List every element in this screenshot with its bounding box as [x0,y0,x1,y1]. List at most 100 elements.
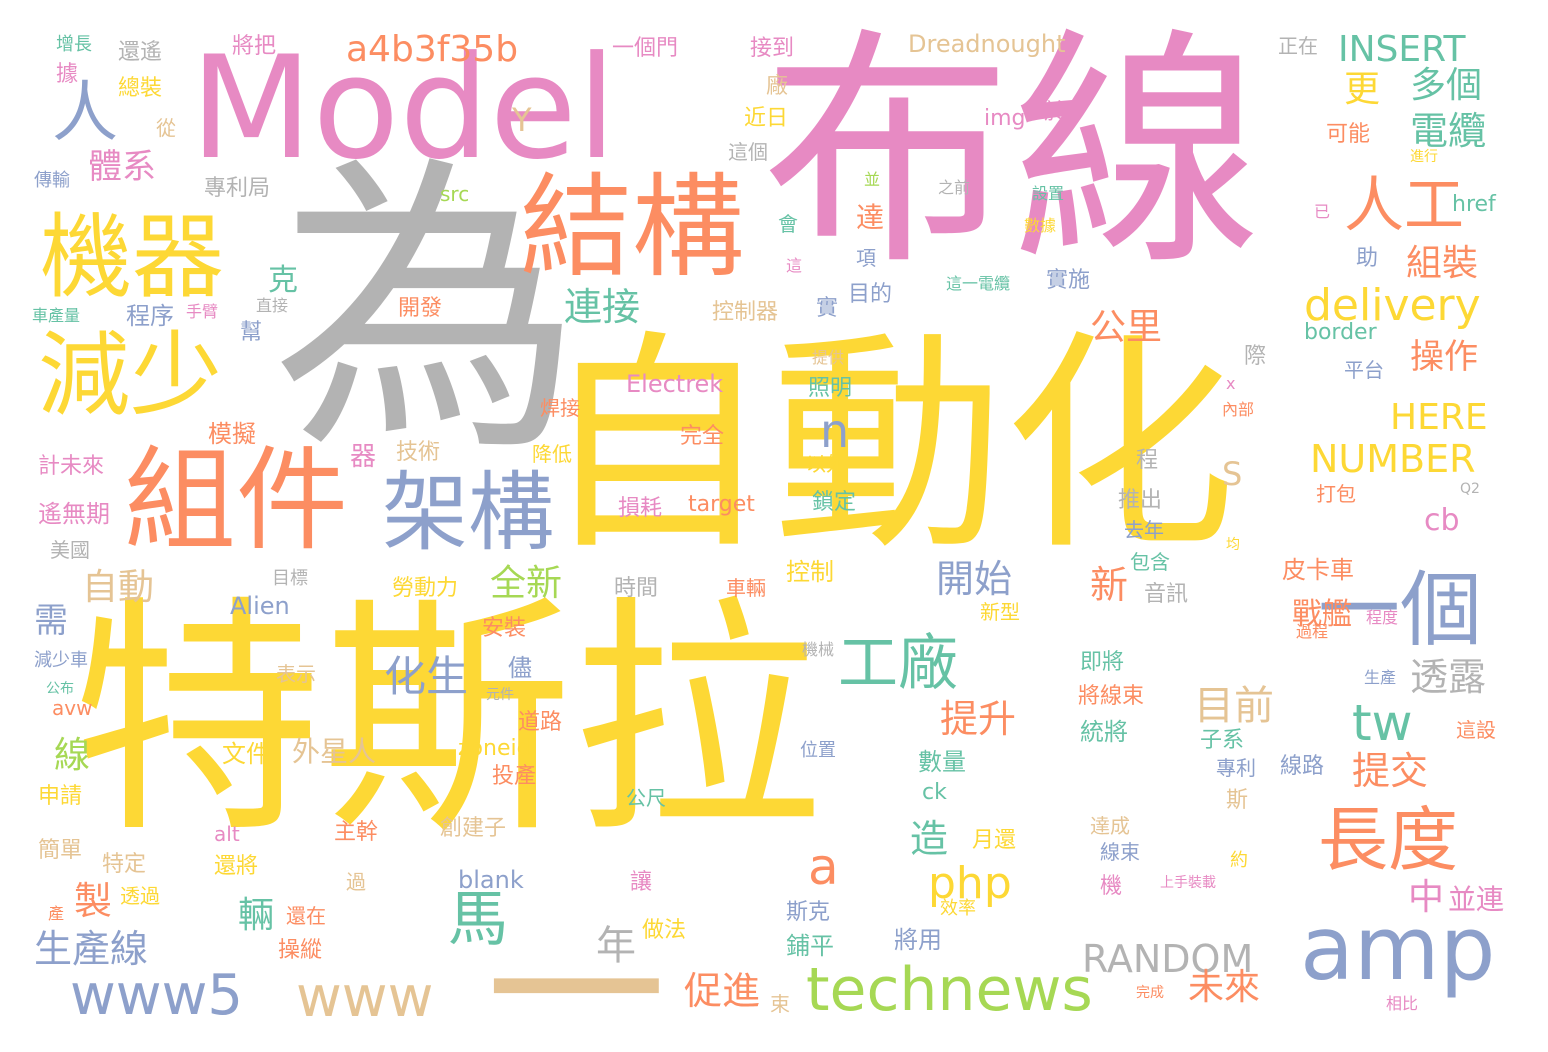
word: 從 [156,116,176,140]
word: 數量 [918,748,966,776]
word: 技術 [396,440,441,465]
word: 目的 [848,282,893,307]
word: 總裝 [118,76,163,101]
word: 更 [1344,69,1381,110]
word: 約 [1230,850,1248,871]
word: a4b3f35b [346,29,519,70]
word: 包含 [1130,550,1170,574]
word: n [820,404,850,458]
word: 程序 [126,302,174,330]
word: 組裝 [1406,243,1479,284]
word: 接到 [750,36,795,61]
word: 數據 [1024,216,1057,235]
word: 直接 [256,296,289,315]
word: 線 [54,735,91,776]
word: 去年 [1124,518,1164,542]
word: 這個 [728,140,768,164]
word: 相比 [1386,994,1419,1013]
word: 申請 [38,784,83,809]
word: 增長 [56,34,92,55]
word: 實 [816,296,839,321]
word: 開發 [398,296,443,321]
word: S [1222,455,1243,493]
word: 減少車 [34,650,88,671]
word: 人工 [1344,171,1464,241]
word: 新 [1090,563,1129,607]
word: 人 [52,74,118,151]
word: tw [1352,694,1413,752]
word: NUMBER [1310,437,1476,481]
word: 月還 [972,828,1017,853]
word: href [1452,192,1496,217]
word: 未來 [1188,967,1261,1008]
word: 機 [1100,874,1123,899]
word: 提交 [1352,749,1429,793]
word: 多個 [1410,65,1483,106]
word: 項 [856,246,876,270]
word: 際 [1244,344,1267,369]
word: 平台 [1344,358,1384,382]
word: 主幹 [334,820,379,845]
word: 進行 [1410,149,1438,165]
word: 達 [856,201,885,234]
word: 馬 [448,885,508,955]
word: 自動化 [540,311,1237,581]
word: 文件 [222,740,270,768]
word: 做法 [642,918,687,943]
word: 全新 [490,563,563,604]
word: 公里 [1090,307,1163,348]
word: 控制器 [712,300,779,325]
word: Alien [230,592,290,620]
word: 一個門 [612,36,679,61]
word: 輛 [238,895,275,936]
word: 統將 [1080,718,1128,746]
word: 外星人 [292,735,377,768]
word: ck [922,780,947,805]
word: 完成 [1136,985,1164,1001]
word: 美國 [50,538,90,562]
word: 這 [786,256,803,275]
word: Electrek [626,370,724,398]
word: 可能 [1326,122,1371,147]
word: 正在 [1278,34,1318,58]
word: 達成 [1090,814,1130,838]
word: border [1304,320,1377,345]
word: target [688,492,755,517]
word: 推出 [1118,488,1163,513]
word: 透露 [1410,655,1487,699]
word: 上手裝載 [1160,875,1216,891]
word: 需 [34,601,68,641]
word: 中 [1408,877,1445,918]
word: Model [190,26,617,191]
word: 道路 [518,710,563,735]
word: src [440,182,470,206]
word: 皮卡車 [1282,556,1354,584]
word: 結構 [520,163,744,293]
word: Q2 [1460,481,1480,497]
word: 元件 [486,687,514,703]
word: 還遙 [118,40,163,65]
word: 生產線 [34,927,149,971]
word: 讓 [630,870,653,895]
word: 公布 [46,681,74,697]
word: 過 [346,870,366,894]
word: 將用 [894,926,942,954]
word: 助 [1356,246,1379,271]
word: 戰艦 [1292,597,1352,632]
word: 特定 [102,852,147,877]
word: 子系 [1200,728,1245,753]
word: www [296,965,434,1030]
word: 車產量 [32,306,81,325]
word: 製 [74,879,113,923]
word: avw [52,696,93,720]
word: HERE [1390,397,1488,438]
word: 還將 [214,854,259,879]
word: 線束 [1100,840,1140,864]
word: 焊接 [540,396,580,420]
word: 投產 [492,764,537,789]
word: 過程 [1296,622,1329,641]
word: 操縱 [278,938,323,963]
word: 化生 [384,652,469,701]
word: 鎖定 [812,490,857,515]
word: www5 [70,963,244,1028]
